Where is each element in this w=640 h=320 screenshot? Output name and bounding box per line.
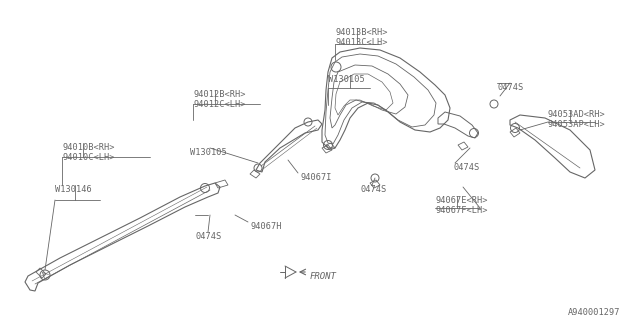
Text: W130146: W130146 — [55, 185, 92, 194]
Text: 94067E<RH>: 94067E<RH> — [435, 196, 488, 205]
Text: 94010C<LH>: 94010C<LH> — [62, 153, 115, 162]
Text: 0474S: 0474S — [453, 163, 479, 172]
Text: 94013C<LH>: 94013C<LH> — [335, 38, 387, 47]
Text: 94053AD<RH>: 94053AD<RH> — [548, 110, 605, 119]
Text: 94067H: 94067H — [250, 222, 282, 231]
Text: 0474S: 0474S — [195, 232, 221, 241]
Text: 94010B<RH>: 94010B<RH> — [62, 143, 115, 152]
Text: W130105: W130105 — [190, 148, 227, 157]
Text: 94012C<LH>: 94012C<LH> — [193, 100, 246, 109]
Text: 0474S: 0474S — [360, 185, 387, 194]
Text: 94053AP<LH>: 94053AP<LH> — [548, 120, 605, 129]
Text: 94013B<RH>: 94013B<RH> — [335, 28, 387, 37]
Text: 94067I: 94067I — [300, 173, 332, 182]
Text: A940001297: A940001297 — [568, 308, 620, 317]
Text: W130105: W130105 — [328, 75, 365, 84]
Text: 0474S: 0474S — [497, 83, 524, 92]
Text: FRONT: FRONT — [310, 272, 337, 281]
Text: 94012B<RH>: 94012B<RH> — [193, 90, 246, 99]
Text: 94067F<LH>: 94067F<LH> — [435, 206, 488, 215]
